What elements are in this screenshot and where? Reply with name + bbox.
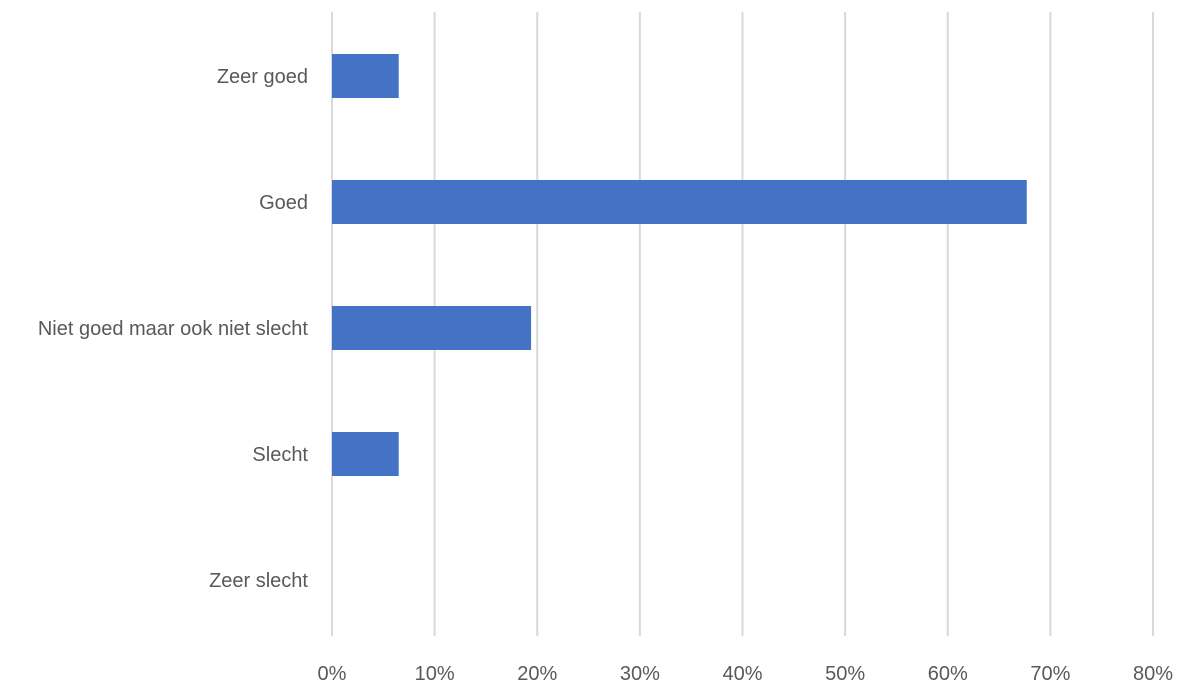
x-tick-label: 20% (517, 663, 557, 685)
category-label: Zeer slecht (209, 570, 308, 592)
bar (332, 54, 399, 98)
x-tick-label: 40% (722, 663, 762, 685)
category-label: Zeer goed (217, 66, 308, 88)
x-tick-label: 80% (1133, 663, 1173, 685)
bar (332, 306, 532, 350)
x-tick-label: 70% (1030, 663, 1070, 685)
gridlines (331, 12, 1154, 636)
x-tick-label: 0% (318, 663, 347, 685)
x-tick-label: 10% (415, 663, 455, 685)
x-tick-label: 60% (928, 663, 968, 685)
x-axis-tick-labels: 0% 10% 20% 30% 40% 50% 60% 70% 80% (318, 663, 1174, 685)
x-tick-label: 30% (620, 663, 660, 685)
category-label: Niet goed maar ook niet slecht (38, 318, 309, 340)
category-labels: Zeer goed Goed Niet goed maar ook niet sle… (38, 66, 309, 592)
x-tick-label: 50% (825, 663, 865, 685)
category-label: Goed (259, 192, 308, 214)
bar (332, 432, 399, 476)
bar (332, 180, 1027, 224)
category-label: Slecht (252, 444, 308, 466)
bars (332, 54, 1027, 476)
